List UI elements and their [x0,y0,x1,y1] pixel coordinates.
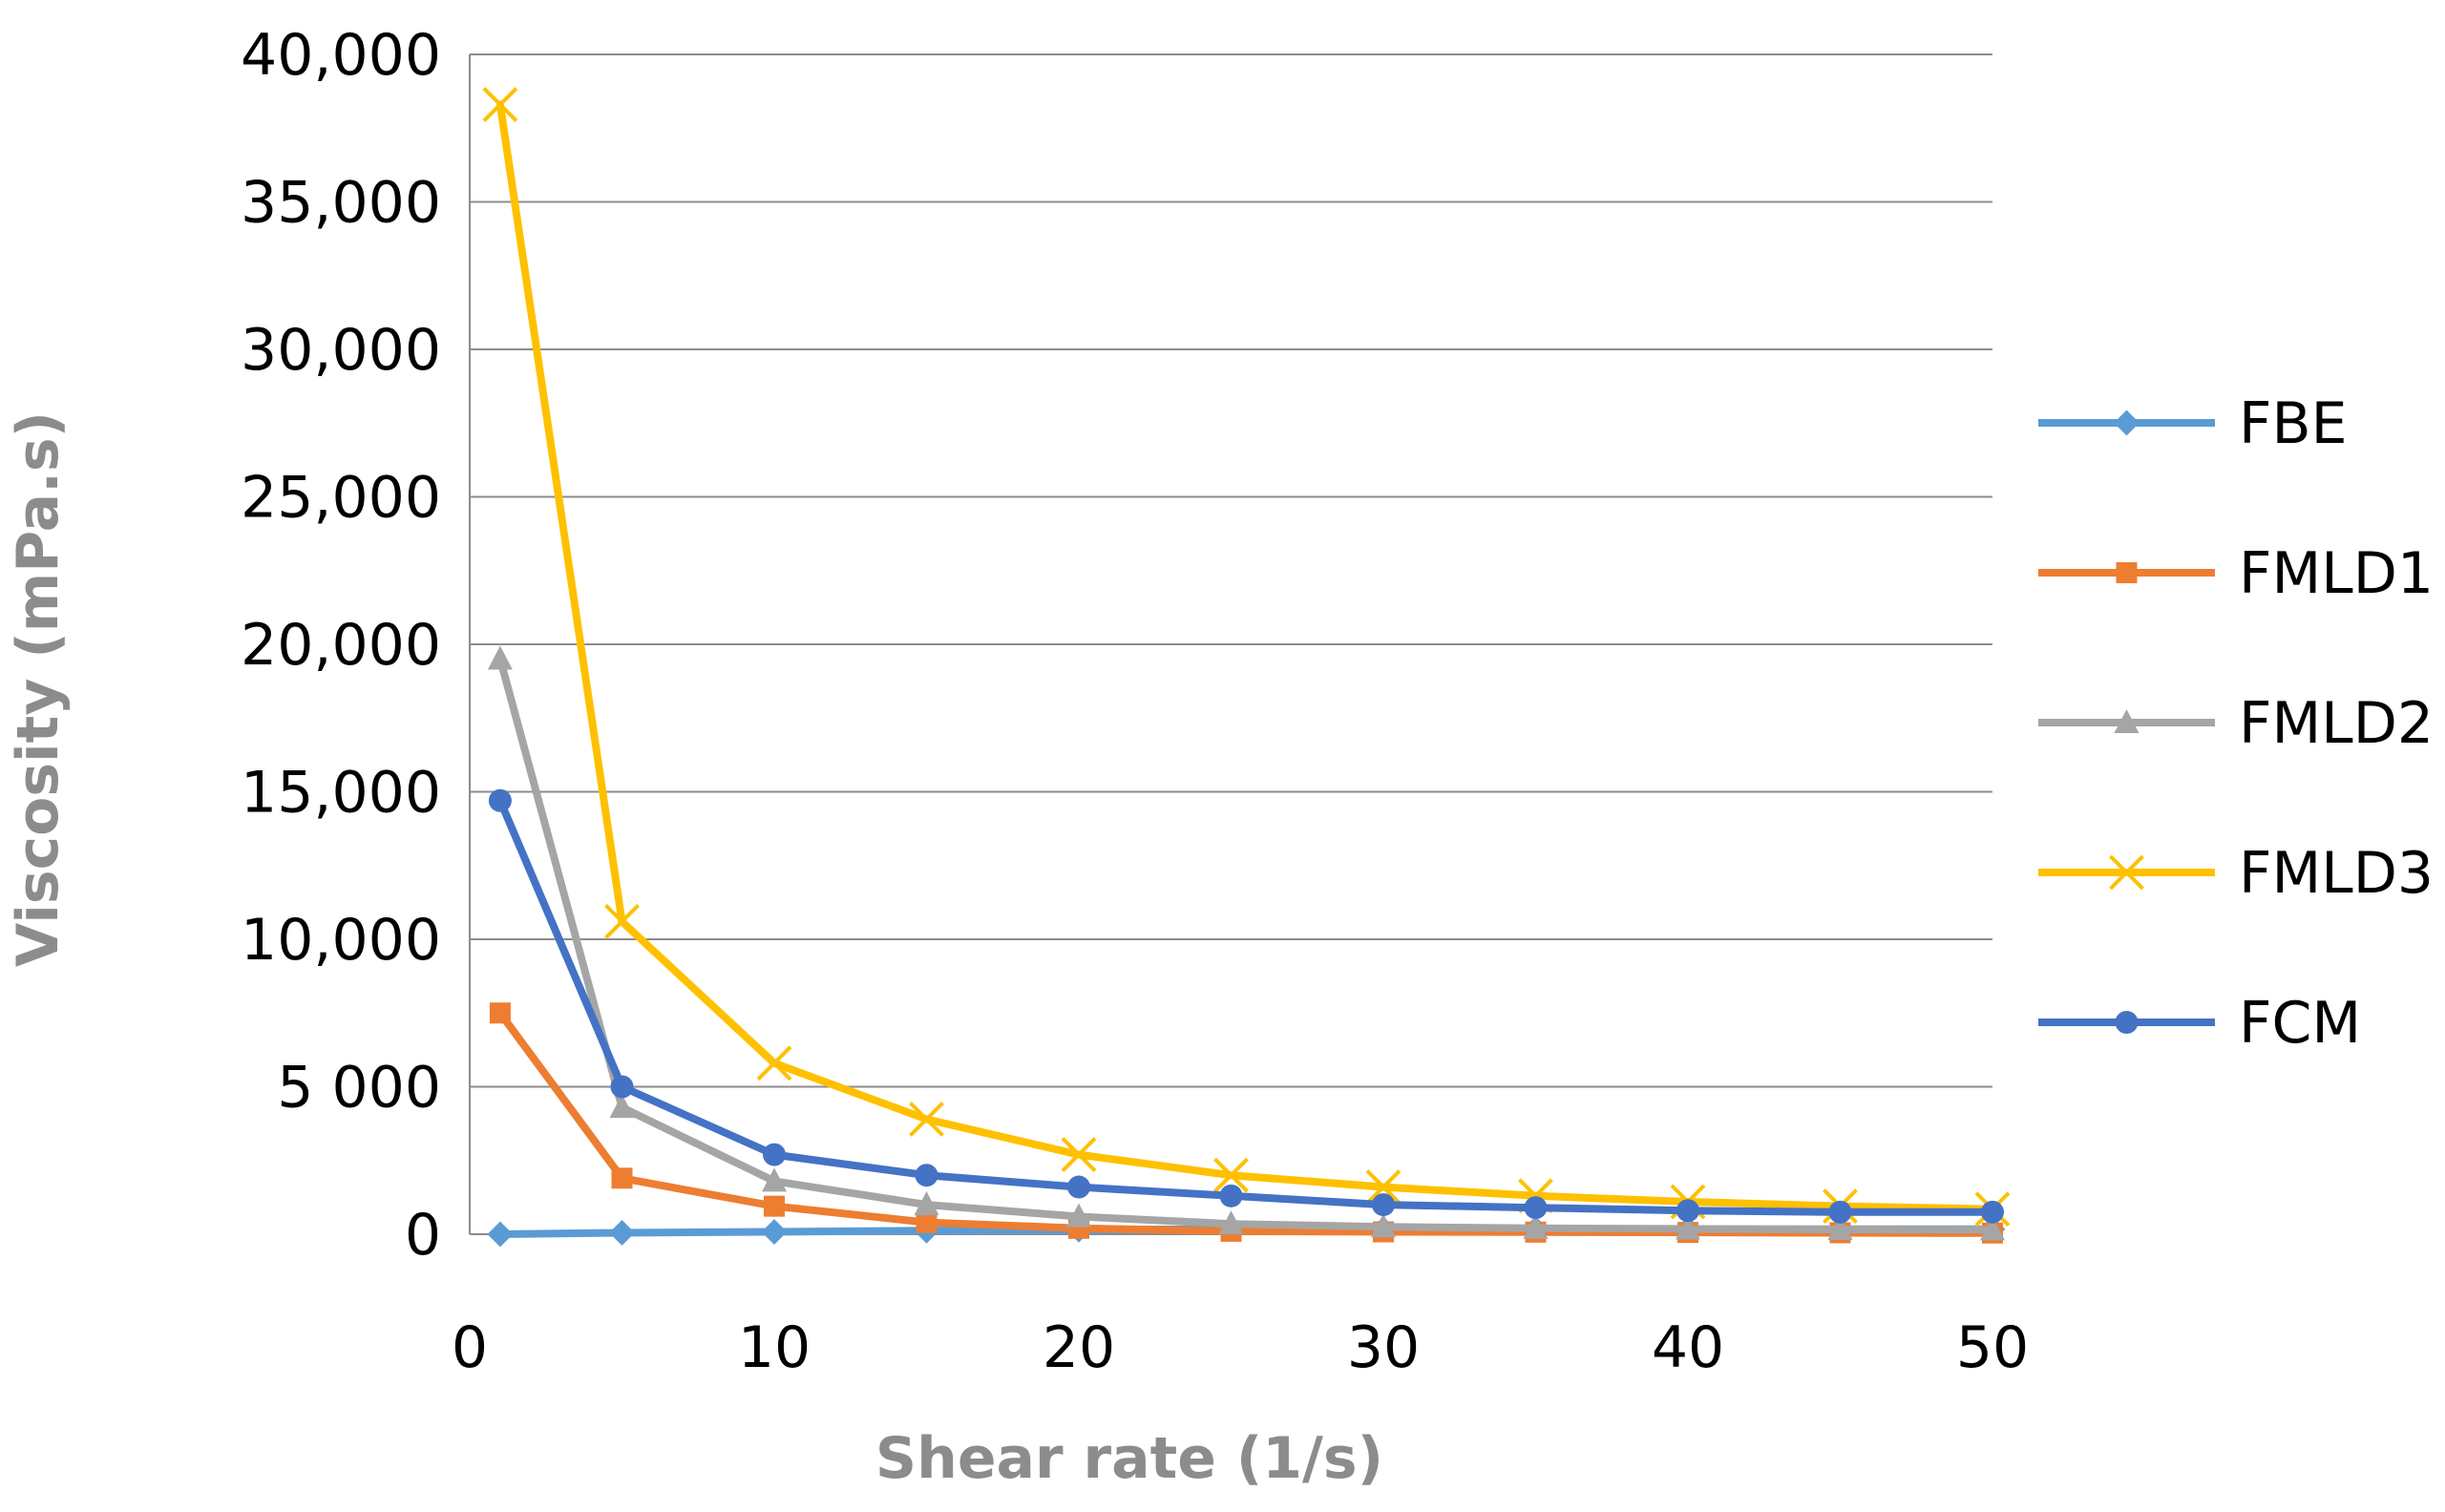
x-tick-label: 10 [738,1314,811,1381]
data-point-fcm [1676,1199,1699,1223]
data-point-fmld3 [1213,1157,1249,1193]
y-tick-label: 15,000 [241,760,441,827]
legend-marker [2116,562,2138,583]
legend-marker [2115,1011,2139,1034]
y-tick-label: 0 [405,1202,441,1269]
series-fmld3 [482,87,2011,1228]
series-layer [482,87,2011,1248]
legend-marker [2114,709,2139,733]
data-point-fcm [915,1164,938,1187]
data-point-fmld1 [611,1167,633,1189]
series-line-fcm [495,796,1996,1216]
marker-stroke [482,87,518,122]
x-axis: 0 10 20 30 40 50 [452,1233,2029,1381]
data-point-fmld2 [487,645,513,670]
legend-label: FMLD2 [2239,690,2434,757]
y-tick-label: 40,000 [241,22,441,89]
y-tick-label: 30,000 [241,317,441,384]
x-tick-label: 0 [452,1314,488,1381]
data-point-fmld3 [756,1045,792,1082]
legend-marker [2114,410,2139,436]
legend-label: FMLD1 [2239,540,2434,607]
series-fmld2 [487,645,2005,1241]
legend-item-fbe: FBE [2038,390,2348,457]
data-point-fmld2 [762,1167,787,1192]
data-point-fcm [610,1075,634,1099]
data-point-fmld3 [1061,1137,1097,1172]
data-point-fmld2 [1827,1216,1853,1241]
legend: FBE FMLD1 FMLD2 FMLD3 FCM [2038,390,2434,1057]
data-point-fmld3 [482,87,518,122]
y-axis: 0 5 000 10,000 15,000 20,000 25,000 30,000 35,0… [241,22,471,1269]
y-tick-label: 5 000 [277,1055,441,1122]
legend-label: FBE [2239,390,2348,457]
data-point-fmld3 [604,904,640,939]
data-point-fmld3 [909,1102,944,1137]
marker-stroke [756,1045,792,1082]
data-point-fmld1 [916,1211,938,1233]
y-tick-label: 20,000 [241,612,441,679]
data-point-fmld3 [1365,1169,1402,1205]
data-point-fmld2 [1523,1214,1549,1239]
x-tick-label: 20 [1043,1314,1115,1381]
marker-stroke [909,1102,944,1137]
data-point-fmld2 [1980,1216,2005,1241]
data-point-fmld2 [609,1094,635,1119]
legend-item-fmld2: FMLD2 [2038,690,2434,757]
legend-marker [2109,854,2144,891]
series-fcm [488,788,2004,1224]
data-point-fmld2 [1218,1210,1244,1235]
marker-stroke [1213,1157,1249,1193]
data-point-fmld1 [489,1002,511,1024]
data-point-fcm [1828,1200,1852,1224]
legend-label: FMLD3 [2239,840,2434,907]
data-point-fmld2 [1676,1215,1700,1240]
x-tick-label: 40 [1652,1314,1724,1381]
data-point-fcm [1372,1193,1395,1217]
marker-stroke [2109,854,2144,891]
legend-label: FCM [2239,990,2361,1057]
y-tick-label: 25,000 [241,465,441,532]
y-tick-label: 10,000 [241,907,441,974]
x-axis-title: Shear rate (1/s) [875,1425,1383,1492]
marker-stroke [604,904,640,939]
data-point-fcm [763,1143,786,1166]
data-point-fmld2 [1066,1203,1091,1228]
legend-item-fcm: FCM [2038,990,2361,1057]
legend-item-fmld3: FMLD3 [2038,840,2434,907]
marker-stroke [1365,1169,1402,1205]
x-tick-label: 50 [1956,1314,2029,1381]
y-axis-title: Viscosity (mPa.s) [5,411,72,967]
data-point-fbe [761,1219,788,1245]
data-point-fmld2 [914,1191,939,1216]
x-tick-label: 30 [1347,1314,1420,1381]
marker-stroke [1061,1137,1097,1172]
series-line-fmld2 [495,655,1996,1234]
data-point-fcm [1219,1184,1243,1208]
gridlines [470,53,1992,1088]
data-point-fbe [487,1221,514,1248]
data-point-fmld1 [764,1195,785,1217]
data-point-fmld2 [1371,1213,1396,1238]
data-point-fbe [609,1220,635,1246]
data-point-fcm [1067,1175,1090,1199]
data-point-fcm [1981,1200,2004,1224]
series-line-fmld3 [495,100,1996,1213]
legend-item-fmld1: FMLD1 [2038,540,2434,607]
data-point-fcm [488,788,512,812]
y-tick-label: 35,000 [241,170,441,237]
data-point-fcm [1524,1196,1548,1220]
